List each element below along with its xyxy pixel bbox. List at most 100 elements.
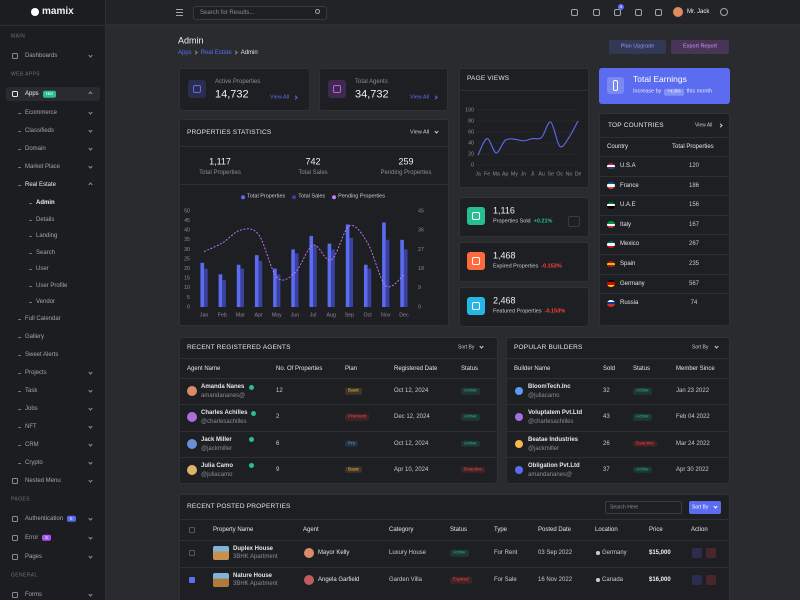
menu-item[interactable]: Error 5 <box>25 534 51 541</box>
menu-item[interactable]: Apps Hot <box>25 90 56 98</box>
menu-item[interactable]: Projects <box>25 370 47 376</box>
verified-icon <box>250 410 256 416</box>
header-icon[interactable] <box>570 9 578 16</box>
page-views-card <box>459 68 589 188</box>
kpi-icon <box>467 207 485 225</box>
action-button[interactable] <box>671 40 729 54</box>
flag-stripe <box>607 245 615 248</box>
property-thumb <box>213 573 229 587</box>
country-value: 267 <box>688 241 700 248</box>
action-delete[interactable] <box>706 575 716 585</box>
table-search[interactable] <box>605 501 682 514</box>
column-header: Action <box>691 527 708 533</box>
settings-icon[interactable] <box>720 8 728 16</box>
earnings-line: Increase by +4.3% this month <box>633 88 712 96</box>
action-edit[interactable] <box>692 548 702 558</box>
page-title: Admin <box>178 35 204 46</box>
sidebar-divider <box>0 25 106 26</box>
status-badge: Active <box>461 440 480 447</box>
divider <box>179 404 498 406</box>
summary-label: Total Properties <box>199 170 241 176</box>
flag-stripe <box>607 167 615 170</box>
action-delete[interactable] <box>706 548 716 558</box>
card-link[interactable]: View All <box>695 122 713 129</box>
search-icon <box>315 9 320 14</box>
menu-dash <box>29 285 32 287</box>
menu-item[interactable]: Gallery <box>25 334 44 340</box>
menu-dash <box>18 390 21 392</box>
flag <box>607 162 615 170</box>
header-checkbox[interactable] <box>189 527 195 533</box>
menu-item[interactable]: CRM <box>25 442 39 448</box>
menu-item[interactable]: Nested Menu <box>25 478 61 484</box>
header-icon[interactable] <box>592 9 600 16</box>
menu-item[interactable]: Search <box>36 250 55 256</box>
menu-item[interactable]: Real Estate <box>25 182 56 188</box>
menu-item[interactable]: Sweet Alerts <box>25 352 58 358</box>
card-title: TOP COUNTRIES <box>608 121 664 129</box>
menu-item[interactable]: Jobs <box>25 406 38 412</box>
search-box[interactable] <box>193 6 327 20</box>
menu-item[interactable]: Vendor <box>36 299 55 305</box>
status-badge: Active <box>633 387 652 395</box>
menu-item[interactable]: Domain <box>25 146 46 152</box>
menu-item[interactable]: Authentication 6 <box>25 515 76 522</box>
menu-icon <box>12 53 18 59</box>
stat-link[interactable]: View All <box>410 94 430 101</box>
brand-name: mamix <box>42 6 74 17</box>
user-avatar[interactable] <box>673 7 683 17</box>
menu-item[interactable]: Classifieds <box>25 128 54 134</box>
legend-swatch <box>332 195 337 199</box>
agent-avatar <box>187 438 197 449</box>
action-button[interactable] <box>609 40 666 54</box>
status-badge: Deactive <box>461 466 485 474</box>
menu-item[interactable]: Landing <box>36 233 57 239</box>
action-edit[interactable] <box>692 575 702 585</box>
menu-toggle-line <box>176 12 183 13</box>
divider <box>506 456 730 458</box>
breadcrumb-item[interactable]: Real Estate <box>200 50 232 56</box>
sort-button[interactable]: Sort By <box>692 344 709 351</box>
menu-dash <box>29 269 32 270</box>
sort-button-bg[interactable] <box>689 501 721 514</box>
menu-item[interactable]: User Profile <box>36 283 67 289</box>
menu-dash <box>18 185 21 186</box>
menu-dash <box>29 219 32 221</box>
menu-item[interactable]: Market Place <box>25 164 60 170</box>
menu-item[interactable]: Pages <box>25 554 42 560</box>
kpi-change: -0.153% <box>544 308 566 315</box>
menu-item[interactable]: NFT <box>25 424 37 430</box>
chevron <box>87 515 93 521</box>
breadcrumb-item[interactable]: Apps <box>178 50 192 56</box>
kpi-button[interactable] <box>568 216 580 227</box>
menu-item[interactable]: Dashboards <box>25 53 57 59</box>
kpi-glyph <box>472 302 480 310</box>
menu-dash <box>29 203 32 204</box>
menu-label: Sweet Alerts <box>25 351 59 358</box>
property-category: Luxury House <box>389 550 427 556</box>
sort-button[interactable]: Sort By <box>458 344 475 351</box>
header-icon[interactable] <box>634 9 642 16</box>
earnings-change: +4.3% <box>664 88 684 96</box>
menu-item[interactable]: User <box>36 266 49 272</box>
kpi-row: Properties Sold +0.21% <box>493 219 552 225</box>
row-checkbox[interactable] <box>189 550 195 556</box>
menu-item[interactable]: Ecommerce <box>25 110 57 116</box>
row-checkbox[interactable] <box>189 577 195 583</box>
menu-item[interactable]: Full Calendar <box>25 316 61 322</box>
menu-item[interactable]: Admin <box>36 200 55 206</box>
menu-item[interactable]: Crypto <box>25 460 43 466</box>
menu-badge: Hot <box>42 90 56 98</box>
flag <box>607 201 615 209</box>
column-header: Agent <box>303 527 319 533</box>
stat-link[interactable]: View All <box>270 94 290 101</box>
card-link[interactable]: View All <box>410 129 430 136</box>
column-header: Category <box>389 527 414 533</box>
menu-item[interactable]: Details <box>36 217 54 223</box>
header-icon[interactable] <box>613 9 621 16</box>
header-icon[interactable] <box>654 9 662 16</box>
action-label: Export Report <box>683 43 717 50</box>
menu-item[interactable]: Task <box>25 388 37 394</box>
properties-card <box>179 119 449 326</box>
menu-item[interactable]: Forms <box>25 592 42 598</box>
